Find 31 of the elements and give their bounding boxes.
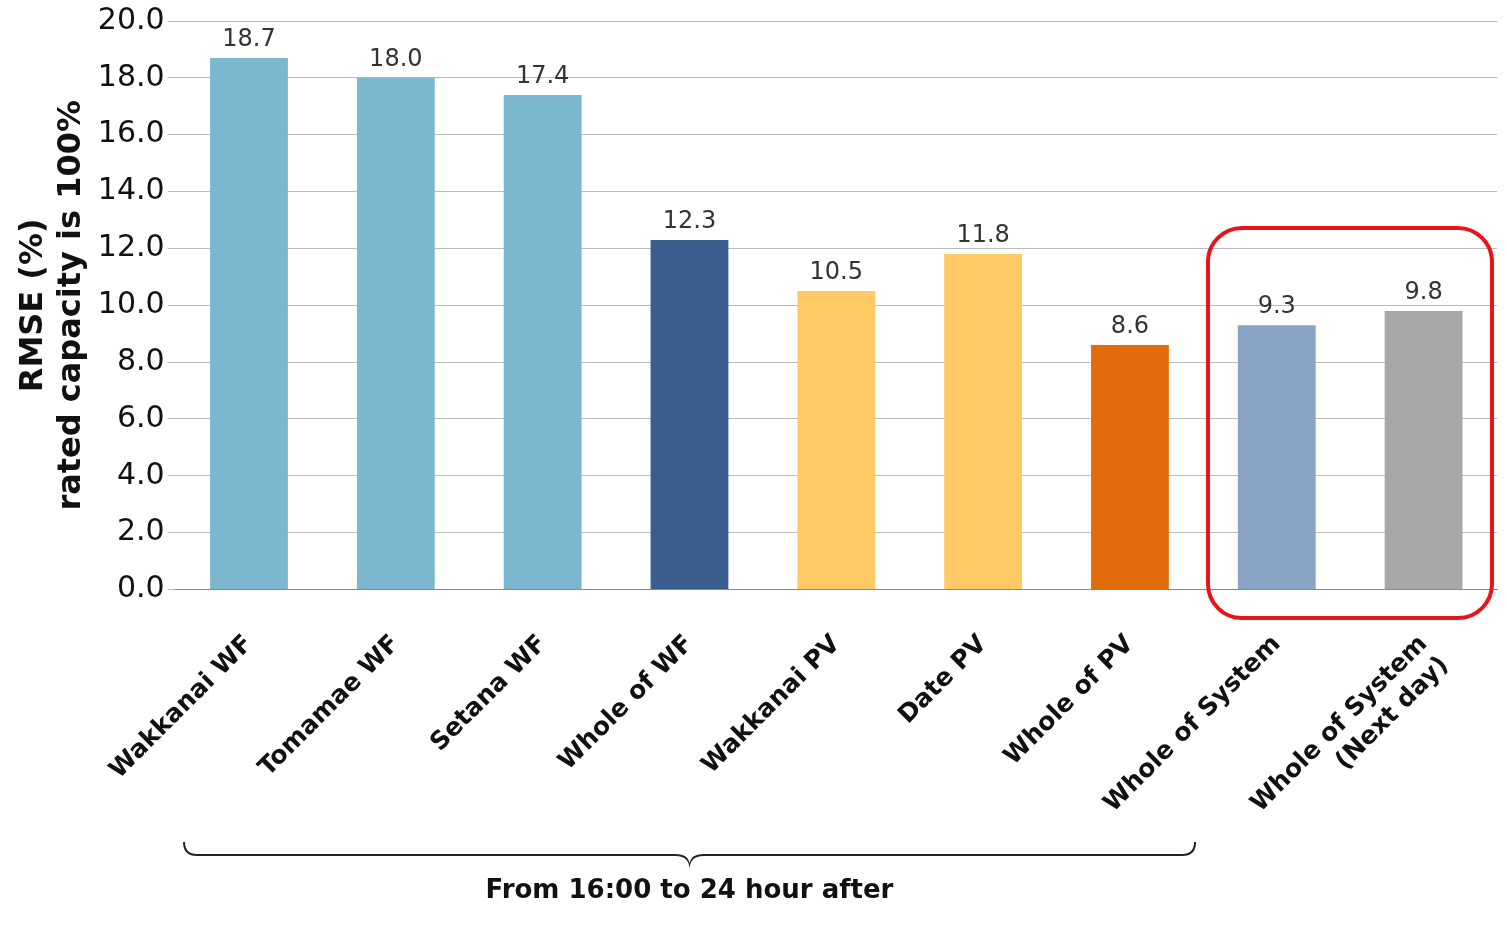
bar — [1384, 310, 1463, 590]
text: From 16:00 to 24 hour after — [485, 874, 894, 904]
data-label: 10.5 — [809, 257, 864, 286]
y-tick-label: 10.0 — [97, 285, 165, 321]
bar — [210, 57, 288, 590]
y-tick-label: 6.0 — [116, 398, 165, 434]
y-tick-label: 16.0 — [97, 114, 165, 150]
y-tick-label: 8.0 — [116, 341, 165, 377]
data-label: 11.8 — [956, 220, 1010, 249]
y-tick-label: 20.0 — [97, 0, 165, 36]
data-label: 18.0 — [369, 44, 423, 73]
data-label: 18.7 — [222, 24, 276, 53]
bar — [1237, 325, 1316, 590]
bar — [650, 239, 729, 590]
y-axis-title: RMSE (%) rated capacity is 100% — [11, 99, 88, 511]
bar — [356, 77, 435, 590]
data-label: 8.6 — [1110, 311, 1150, 340]
y-tick-label: 18.0 — [97, 57, 165, 93]
data-label: 9.3 — [1257, 291, 1296, 320]
y-tick-label: 4.0 — [116, 455, 165, 491]
data-label: 9.8 — [1404, 277, 1443, 306]
data-label: 12.3 — [662, 206, 717, 235]
data-label: 17.4 — [515, 61, 570, 90]
y-tick-label: 2.0 — [116, 512, 165, 548]
y-tick-label: 12.0 — [97, 228, 165, 264]
bar — [1091, 345, 1169, 590]
y-tick-label: 0.0 — [116, 569, 165, 605]
bar — [503, 94, 582, 590]
bar — [797, 291, 876, 590]
bar — [944, 254, 1023, 590]
y-tick-label: 14.0 — [97, 171, 165, 207]
